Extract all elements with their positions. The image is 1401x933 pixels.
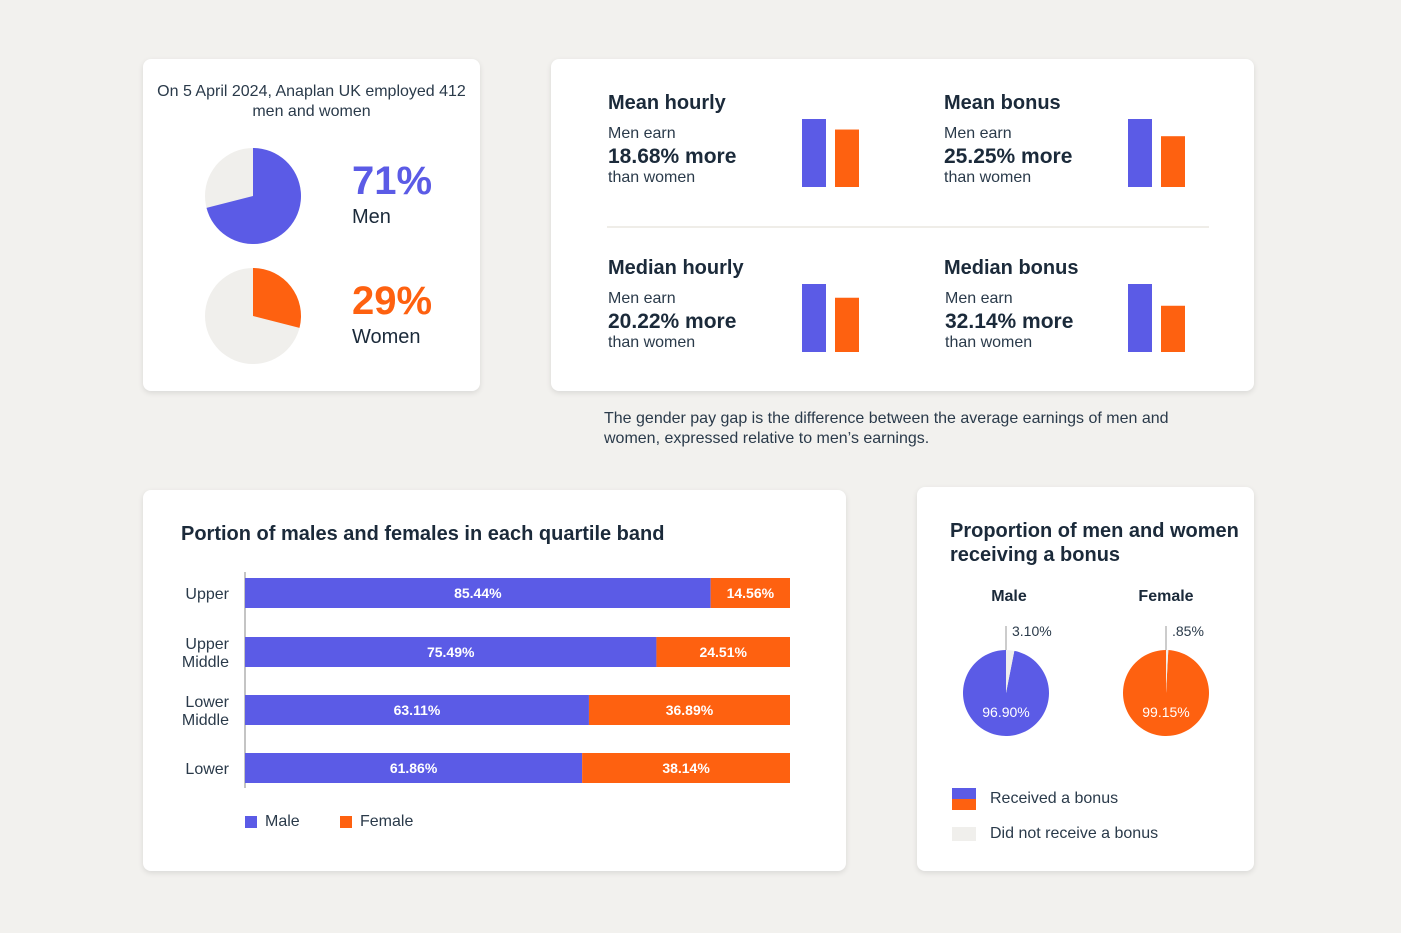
women-pie-slice: [253, 268, 301, 328]
legend-label-male: Male: [265, 813, 300, 830]
category-label: Lower: [185, 761, 229, 778]
pay-gap-suffix: than women: [945, 334, 1033, 351]
pay-gap-value: 20.22% more: [608, 310, 737, 333]
bar-value-label: 63.11%: [394, 702, 441, 718]
female-bar-segment: [588, 695, 790, 725]
women-share-pie: [205, 268, 301, 364]
category-label: Lower Middle: [182, 694, 230, 729]
women-pay-bar: [1161, 305, 1185, 352]
headcount-intro: On 5 April 2024, Anaplan UK employed 412…: [157, 83, 466, 120]
pay-gap-suffix: than women: [608, 334, 696, 351]
male-bar-segment: [245, 637, 657, 667]
bar-value-label: 36.89%: [666, 702, 714, 718]
pay-gap-value: 25.25% more: [944, 145, 1073, 168]
pay-gap-suffix: than women: [944, 169, 1032, 186]
legend-label-received: Received a bonus: [990, 790, 1119, 807]
pay-gap-bars: [1128, 119, 1185, 187]
female-bar-segment: [710, 578, 790, 608]
male-bar-segment: [245, 578, 711, 608]
legend-label-not-received: Did not receive a bonus: [990, 825, 1159, 842]
quartile-chart-title: Portion of males and females in each qua…: [181, 523, 665, 545]
bar-value-label: 14.56%: [727, 585, 775, 601]
legend-swatch-received: [952, 788, 976, 810]
legend-item-not-received: Did not receive a bonus: [952, 825, 1158, 843]
men-pay-bar: [802, 119, 826, 187]
pay-gap-prefix: Men earn: [608, 290, 676, 307]
men-percentage: 71%: [352, 159, 433, 203]
bonus-pie-charts: 3.10% 96.90% .85% 99.15%: [962, 623, 1209, 736]
men-label: Men: [352, 206, 391, 228]
bar-value-label: 38.14%: [662, 760, 710, 776]
pay-gap-footnote: The gender pay gap is the difference bet…: [604, 410, 1169, 447]
received-label: 96.90%: [982, 704, 1029, 720]
men-pay-bar: [802, 284, 826, 352]
women-label: Women: [352, 326, 421, 348]
pay-gap-bars: [802, 284, 859, 352]
pay-gap-bars: [802, 119, 859, 187]
men-pay-bar: [1128, 119, 1152, 187]
pay-gap-median-bonus: Median bonus Men earn 32.14% more than w…: [944, 255, 1244, 375]
category-label: Upper Middle: [182, 636, 230, 671]
pay-gap-prefix: Men earn: [608, 125, 676, 142]
received-label: 99.15%: [1142, 704, 1189, 720]
pay-gap-title: Median bonus: [944, 257, 1079, 279]
pay-gap-bars: [1128, 284, 1185, 352]
legend-swatch-male: [245, 816, 257, 828]
pay-gap-card: Mean hourly Men earn 18.68% more than wo…: [551, 59, 1254, 391]
female-bar-segment: [656, 637, 790, 667]
pay-gap-prefix: Men earn: [944, 125, 1012, 142]
legend-item-received: Received a bonus: [952, 788, 1118, 810]
men-share-pie: [205, 148, 301, 244]
legend-label-female: Female: [360, 813, 414, 830]
pay-gap-title: Mean bonus: [944, 92, 1061, 114]
quartile-chart-card: Portion of males and females in each qua…: [143, 490, 846, 871]
women-pay-bar: [835, 297, 859, 352]
bar-value-label: 85.44%: [454, 585, 502, 601]
women-pay-bar: [1161, 136, 1185, 187]
pay-gap-value: 32.14% more: [945, 310, 1074, 333]
bar-value-label: 75.49%: [427, 644, 475, 660]
men-pay-bar: [1128, 284, 1152, 352]
pay-gap-suffix: than women: [608, 169, 696, 186]
legend-swatch-female: [340, 816, 352, 828]
quartile-stacked-bar-chart: Upper 85.44% 14.56% Upper Middle 75.49% 24.51%…: [182, 572, 790, 788]
legend-item-female: Female: [340, 813, 413, 831]
pay-gap-title: Mean hourly: [608, 92, 726, 114]
bonus-proportion-card: Proportion of men and women receiving a …: [917, 487, 1254, 871]
pay-gap-median-hourly: Median hourly Men earn 20.22% more than …: [608, 255, 908, 375]
male-bar-segment: [245, 695, 589, 725]
not-received-label: .85%: [1172, 623, 1204, 639]
female-bar-segment: [582, 753, 790, 783]
pay-gap-mean-bonus: Mean bonus Men earn 25.25% more than wom…: [944, 90, 1244, 210]
not-received-label: 3.10%: [1012, 623, 1052, 639]
headcount-card: On 5 April 2024, Anaplan UK employed 412…: [143, 59, 480, 391]
women-percentage: 29%: [352, 279, 433, 323]
bar-value-label: 61.86%: [390, 760, 438, 776]
legend-item-male: Male: [245, 813, 300, 831]
category-label: Upper: [185, 586, 229, 603]
pay-gap-title: Median hourly: [608, 257, 744, 279]
bonus-pie-heading-male: Male: [991, 588, 1027, 605]
received-bonus-slice: [1122, 650, 1209, 736]
not-received-bonus-slice: [1006, 650, 1015, 693]
pay-gap-prefix: Men earn: [945, 290, 1013, 307]
pay-gap-value: 18.68% more: [608, 145, 737, 168]
pay-gap-mean-hourly: Mean hourly Men earn 18.68% more than wo…: [608, 90, 908, 210]
received-bonus-slice: [962, 650, 1049, 736]
not-received-bonus-slice: [1166, 650, 1169, 693]
male-bar-segment: [245, 753, 583, 783]
pay-gap-divider: [607, 226, 1209, 228]
legend-swatch-not-received: [952, 827, 976, 841]
men-pie-slice: [206, 148, 301, 244]
bonus-chart-title: Proportion of men and women receiving a …: [950, 520, 1239, 566]
bar-value-label: 24.51%: [699, 644, 747, 660]
bonus-pie-heading-female: Female: [1138, 588, 1194, 605]
women-pay-bar: [835, 129, 859, 187]
